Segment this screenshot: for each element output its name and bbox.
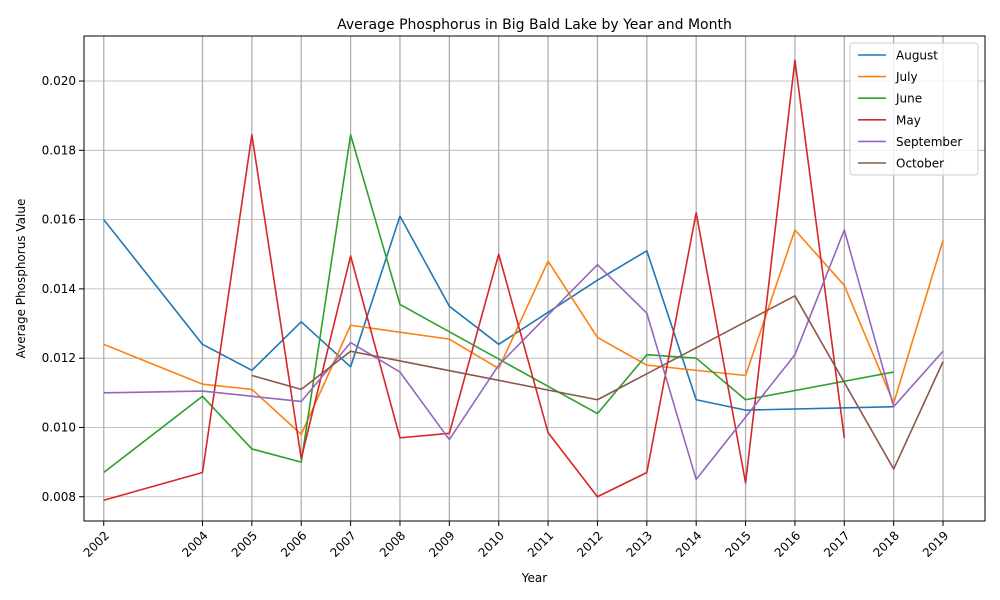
grid-lines [84, 36, 985, 521]
y-tick-label: 0.010 [42, 420, 76, 434]
legend-label-july: July [895, 70, 918, 84]
series-line-september [103, 229, 944, 481]
legend-label-may: May [896, 113, 921, 127]
y-axis-ticks: 0.008 0.010 0.012 0.014 0.016 0.018 0.020 [42, 74, 84, 504]
series-lines [103, 59, 944, 501]
series-line-may [103, 59, 846, 501]
y-tick-label: 0.020 [42, 74, 76, 88]
legend-label-october: October [896, 157, 944, 171]
series-line-august [103, 215, 894, 411]
series-line-october [251, 295, 944, 470]
legend-box [849, 42, 979, 176]
legend-label-june: June [895, 92, 922, 106]
legend-label-september: September [896, 135, 962, 149]
y-axis-title: Average Phosphorus Value [14, 199, 28, 359]
legend: August July June May September October [849, 42, 979, 176]
series-line-june [103, 133, 894, 474]
x-axis-title: Year [521, 571, 547, 585]
y-tick-label: 0.008 [42, 490, 76, 504]
y-tick-label: 0.018 [42, 143, 76, 157]
series-line-july [103, 229, 944, 436]
legend-label-august: August [896, 49, 938, 63]
y-tick-label: 0.012 [42, 351, 76, 365]
legend-items: August July June May September October [858, 49, 962, 171]
plot-frame [83, 35, 986, 522]
y-tick-label: 0.016 [42, 213, 76, 227]
y-tick-label: 0.014 [42, 282, 76, 296]
chart-title: Average Phosphorus in Big Bald Lake by Y… [337, 17, 732, 33]
